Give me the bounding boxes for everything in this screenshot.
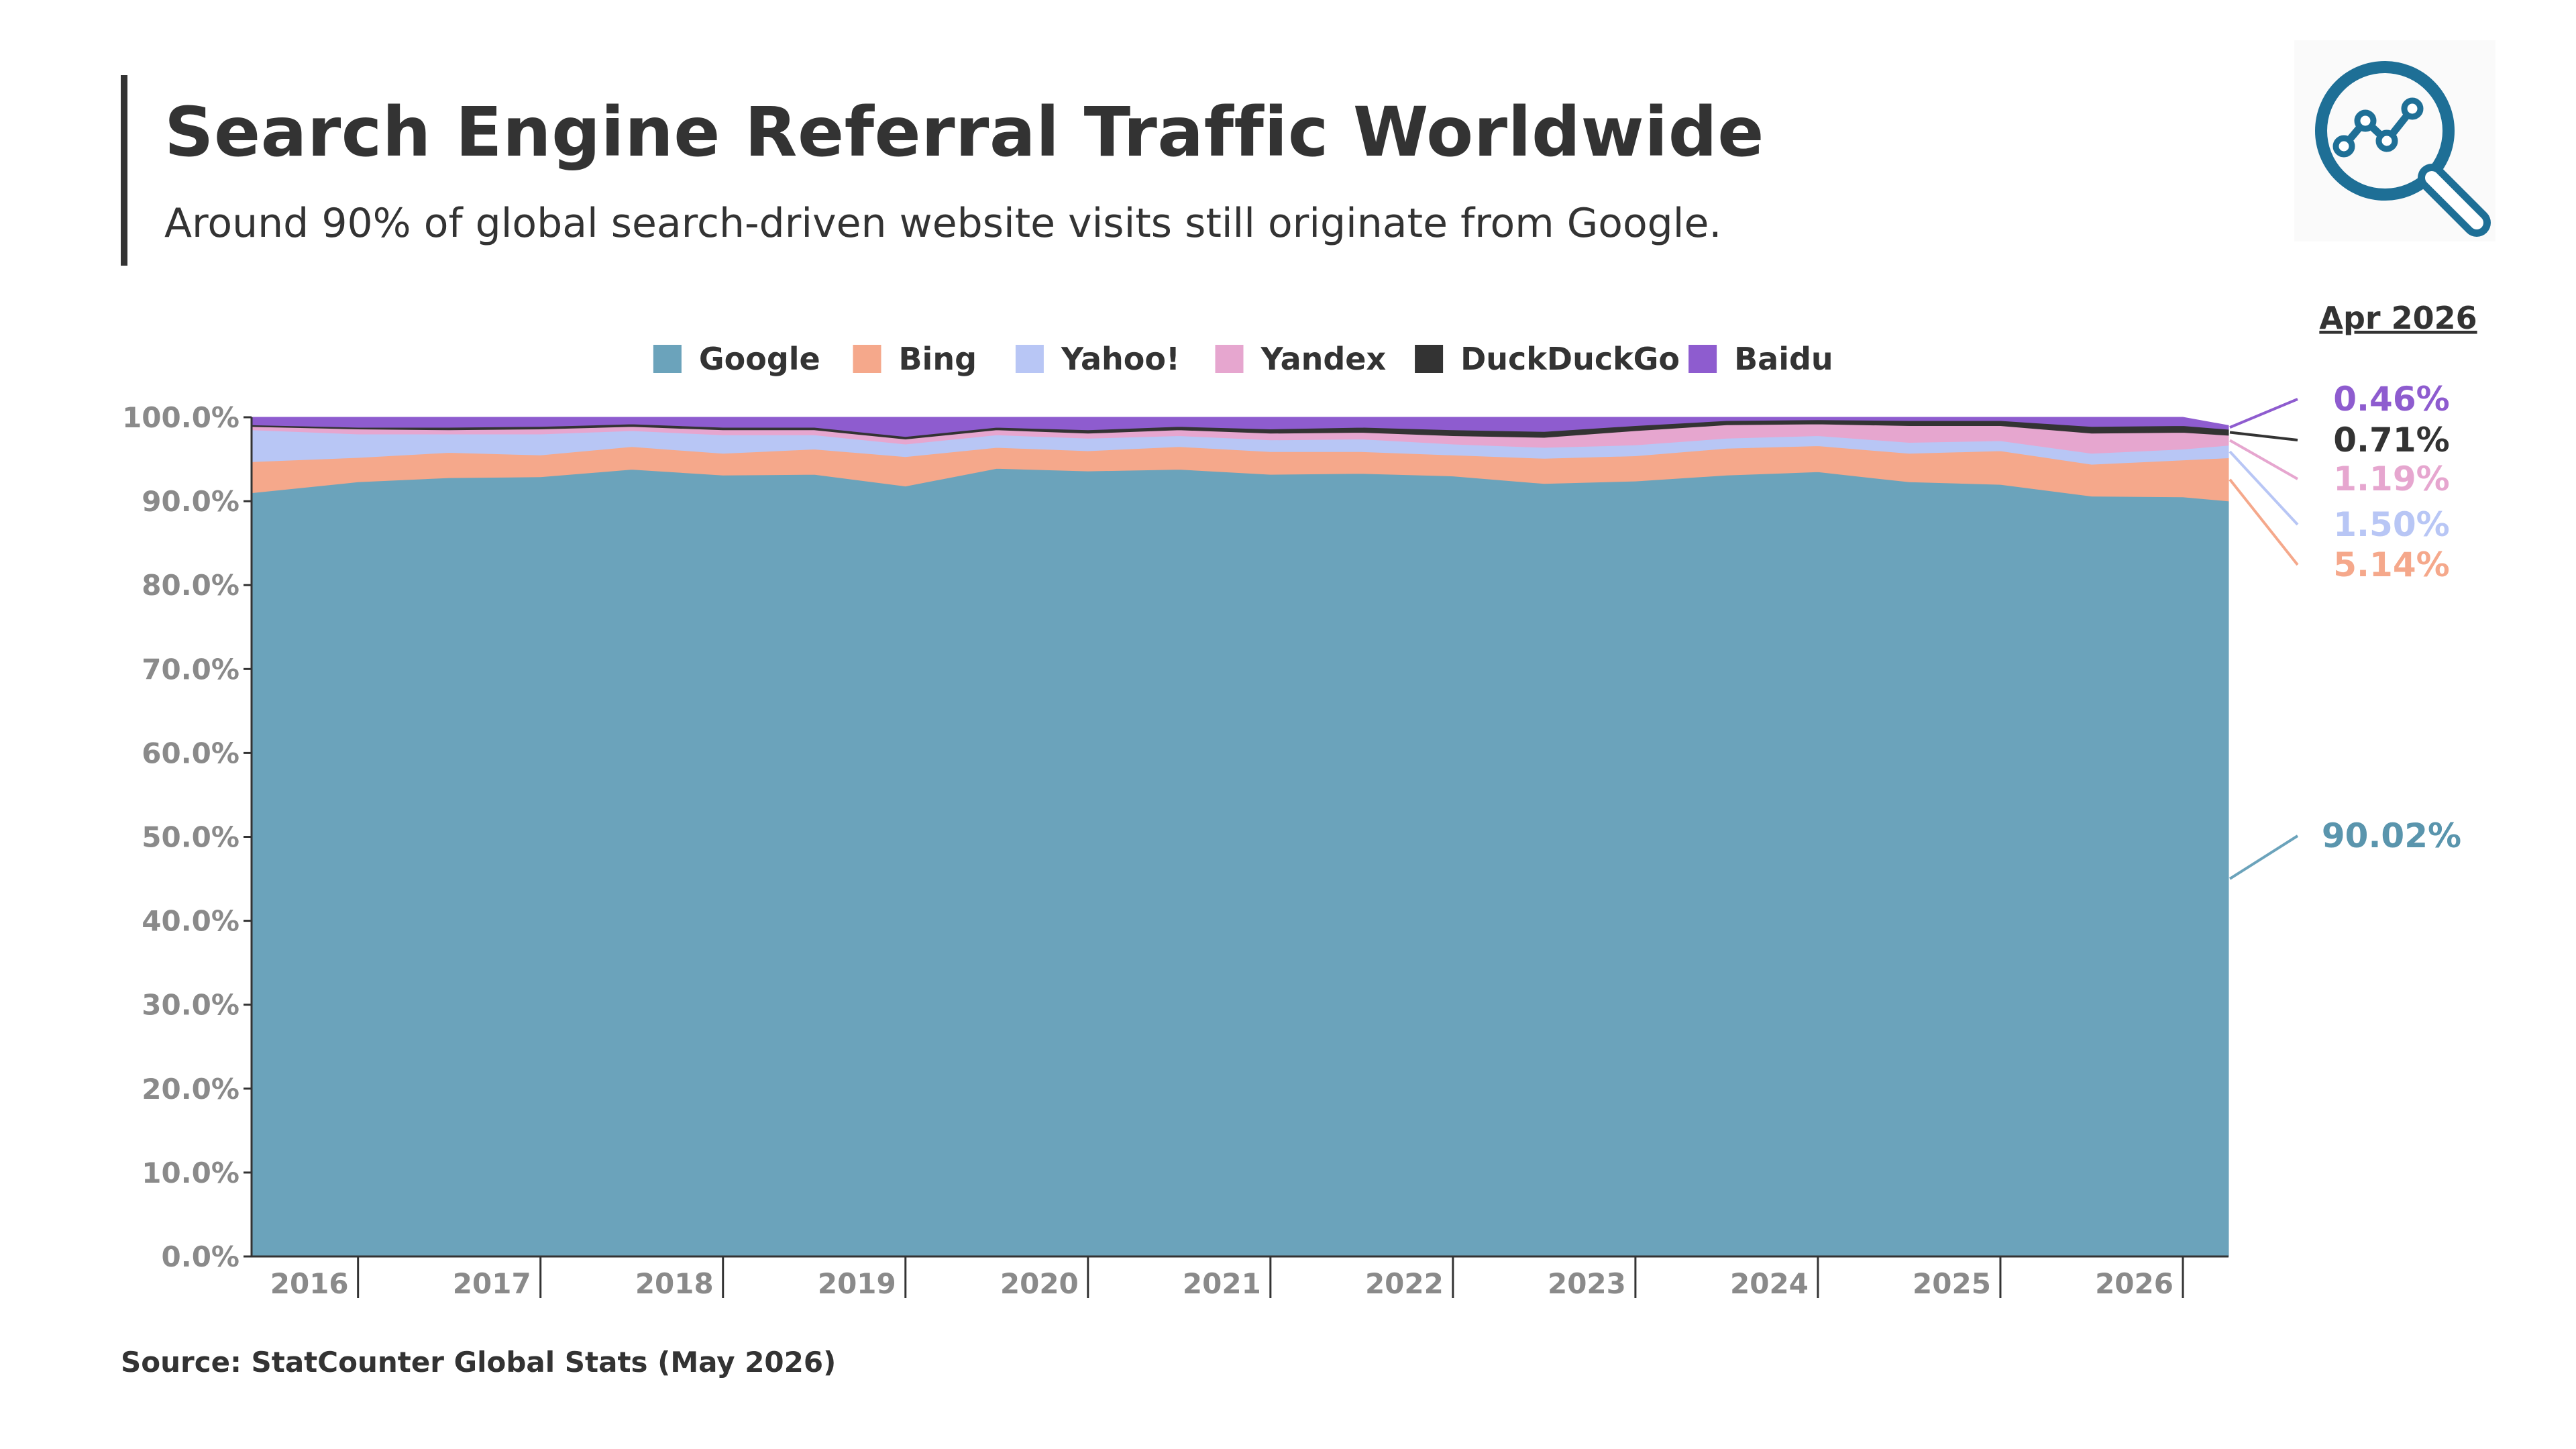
legend-label-duckduckgo: DuckDuckGo — [1460, 341, 1680, 377]
end-connector-yahoo — [2229, 450, 2299, 526]
y-tick-label: 40.0% — [142, 905, 239, 938]
legend-label-baidu: Baidu — [1734, 341, 1833, 377]
y-tick-label: 90.0% — [142, 485, 239, 518]
x-tick-label: 2024 — [1730, 1267, 1809, 1300]
end-label-yandex: 1.19% — [2333, 460, 2449, 498]
source-note: Source: StatCounter Global Stats (May 20… — [121, 1346, 837, 1379]
end-label-header: Apr 2026 — [2319, 300, 2477, 336]
x-tick-label: 2017 — [453, 1267, 531, 1300]
area-google — [251, 468, 2229, 1257]
end-connector-bing — [2229, 478, 2299, 566]
area-baidu — [251, 417, 2229, 437]
chart-areas — [251, 417, 2229, 1257]
legend-swatch-google — [653, 345, 682, 373]
y-tick-label: 60.0% — [142, 737, 239, 769]
x-tick-label: 2021 — [1183, 1267, 1261, 1300]
legend-swatch-bing — [853, 345, 881, 373]
y-tick-label: 10.0% — [142, 1157, 239, 1189]
search-analytics-icon — [2294, 40, 2496, 241]
x-tick-label: 2022 — [1365, 1267, 1444, 1300]
legend-label-yahoo: Yahoo! — [1061, 341, 1180, 377]
end-connector-yandex — [2229, 439, 2298, 480]
y-tick-label: 50.0% — [142, 821, 239, 854]
legend-swatch-yahoo — [1015, 345, 1044, 373]
x-tick-label: 2018 — [635, 1267, 714, 1300]
end-labels: Apr 2026 0.46%0.71%1.19% 1.50%5.14% 90.02% — [2229, 300, 2477, 880]
chart-legend: Google Bing Yahoo! Yandex DuckDuckGo Baidu — [653, 341, 1833, 377]
y-tick-label: 100.0% — [122, 401, 239, 434]
header-accent-bar — [121, 75, 127, 266]
y-tick-label: 30.0% — [142, 989, 239, 1022]
x-tick-label: 2019 — [818, 1267, 896, 1300]
end-label-yahoo: 1.50% — [2333, 505, 2449, 544]
x-tick-label: 2026 — [2095, 1267, 2174, 1300]
y-tick-label: 80.0% — [142, 569, 239, 602]
y-tick-label: 0.0% — [162, 1240, 239, 1273]
page-title: Search Engine Referral Traffic Worldwide — [164, 93, 1764, 172]
legend-swatch-baidu — [1688, 345, 1717, 373]
legend-label-google: Google — [699, 341, 820, 377]
end-label-bing: 5.14% — [2333, 545, 2449, 584]
end-label-google: 90.02% — [2322, 816, 2461, 855]
end-label-duckduckgo: 0.71% — [2333, 421, 2449, 460]
legend-swatch-yandex — [1215, 345, 1244, 373]
end-connector-google — [2229, 835, 2299, 880]
end-label-baidu: 0.46% — [2333, 380, 2449, 419]
end-connector-baidu — [2229, 398, 2298, 429]
y-tick-label: 20.0% — [142, 1073, 239, 1106]
x-tick-label: 2020 — [1000, 1267, 1079, 1300]
legend-swatch-duckduckgo — [1415, 345, 1444, 373]
x-tick-label: 2016 — [270, 1267, 349, 1300]
y-tick-label: 70.0% — [142, 653, 239, 686]
chart-axes: 0.0% 10.0% 20.0% 30.0% 40.0% 50.0% 60.0% 70.0% 8… — [122, 401, 2229, 1300]
page-subtitle: Around 90% of global search-driven websi… — [164, 200, 1722, 247]
legend-label-bing: Bing — [899, 341, 977, 377]
x-tick-label: 2025 — [1913, 1267, 1991, 1300]
x-tick-label: 2023 — [1548, 1267, 1626, 1300]
end-connector-duckduckgo — [2229, 431, 2298, 441]
legend-label-yandex: Yandex — [1260, 341, 1387, 377]
